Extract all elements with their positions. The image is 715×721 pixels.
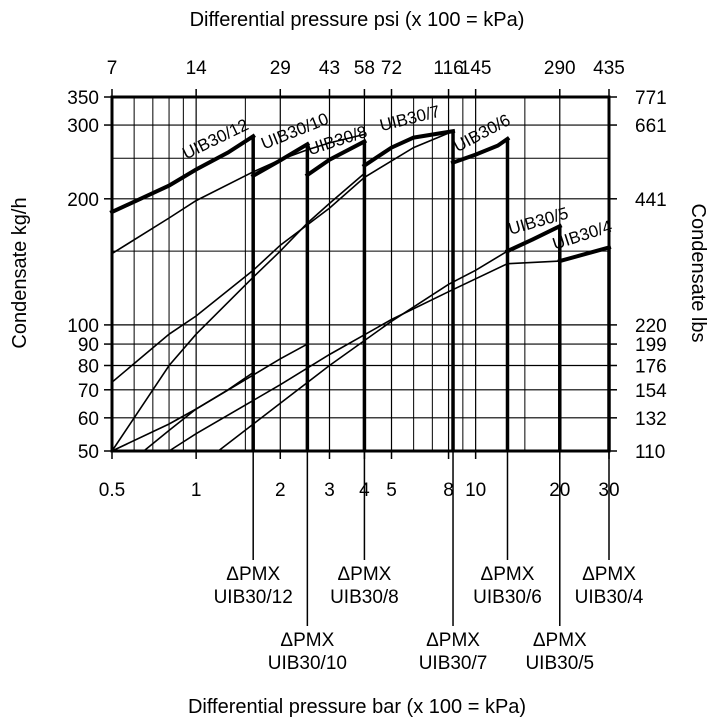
- right-tick-label: 661: [635, 116, 667, 137]
- top-tick-label: 58: [354, 58, 375, 79]
- pmx-model-label: UIB30/4: [575, 587, 644, 608]
- right-axis-title: Condensate lbs: [687, 204, 709, 343]
- top-tick-label: 145: [460, 58, 492, 79]
- bottom-tick-labels: 0.5123458102030: [99, 451, 620, 501]
- right-tick-label: 132: [635, 409, 667, 430]
- right-tick-label: 220: [635, 316, 667, 337]
- x-tick-label: 0.5: [99, 480, 125, 501]
- y-tick-label: 100: [67, 316, 99, 337]
- pmx-delta-label: ΔPMX: [582, 564, 636, 585]
- x-tick-label: 2: [275, 480, 286, 501]
- series-line: [112, 373, 253, 452]
- pmx-model-label: UIB30/10: [268, 653, 347, 674]
- right-tick-label: 441: [635, 190, 667, 211]
- pmx-model-label: UIB30/6: [473, 587, 542, 608]
- pmx-delta-label: ΔPMX: [533, 630, 587, 651]
- series-label: UIB30/6: [450, 110, 513, 156]
- series-label: UIB30/12: [179, 115, 251, 163]
- pmx-model-label: UIB30/8: [330, 587, 399, 608]
- series-line: [144, 344, 308, 451]
- top-tick-label: 43: [319, 58, 340, 79]
- pmx-delta-label: ΔPMX: [280, 630, 334, 651]
- pmx-delta-label: ΔPMX: [426, 630, 480, 651]
- right-tick-label: 110: [635, 442, 665, 463]
- pmx-model-label: UIB30/12: [214, 587, 293, 608]
- left-axis-title: Condensate kg/h: [9, 197, 31, 348]
- x-tick-label: 10: [465, 480, 486, 501]
- right-tick-label: 154: [635, 381, 667, 402]
- pmx-model-label: UIB30/7: [419, 653, 488, 674]
- pmx-delta-label: ΔPMX: [481, 564, 535, 585]
- top-tick-label: 29: [270, 58, 291, 79]
- pmx-drop-lines: [253, 131, 609, 451]
- right-tick-label: 771: [635, 88, 667, 109]
- top-tick-label: 72: [381, 58, 402, 79]
- y-tick-label: 200: [67, 190, 99, 211]
- right-tick-label: 176: [635, 356, 667, 377]
- x-tick-label: 1: [191, 480, 202, 501]
- pmx-delta-label: ΔPMX: [337, 564, 391, 585]
- top-axis-title: Differential pressure psi (x 100 = kPa): [190, 9, 525, 31]
- x-tick-label: 8: [443, 480, 454, 501]
- y-tick-label: 90: [78, 335, 99, 356]
- x-tick-label: 3: [324, 480, 335, 501]
- y-tick-label: 80: [78, 356, 99, 377]
- y-tick-label: 60: [78, 409, 99, 430]
- top-tick-label: 14: [186, 58, 208, 79]
- x-tick-label: 5: [386, 480, 397, 501]
- top-tick-label: 435: [593, 58, 625, 79]
- top-tick-label: 290: [544, 58, 576, 79]
- y-tick-label: 50: [78, 442, 99, 463]
- right-tick-label: 199: [635, 335, 667, 356]
- y-tick-label: 350: [67, 88, 99, 109]
- pmx-model-label: UIB30/5: [525, 653, 594, 674]
- y-tick-label: 70: [78, 381, 99, 402]
- top-tick-label: 7: [107, 58, 118, 79]
- pmx-delta-label: ΔPMX: [226, 564, 280, 585]
- bottom-axis-title: Differential pressure bar (x 100 = kPa): [188, 696, 526, 718]
- y-tick-label: 300: [67, 116, 99, 137]
